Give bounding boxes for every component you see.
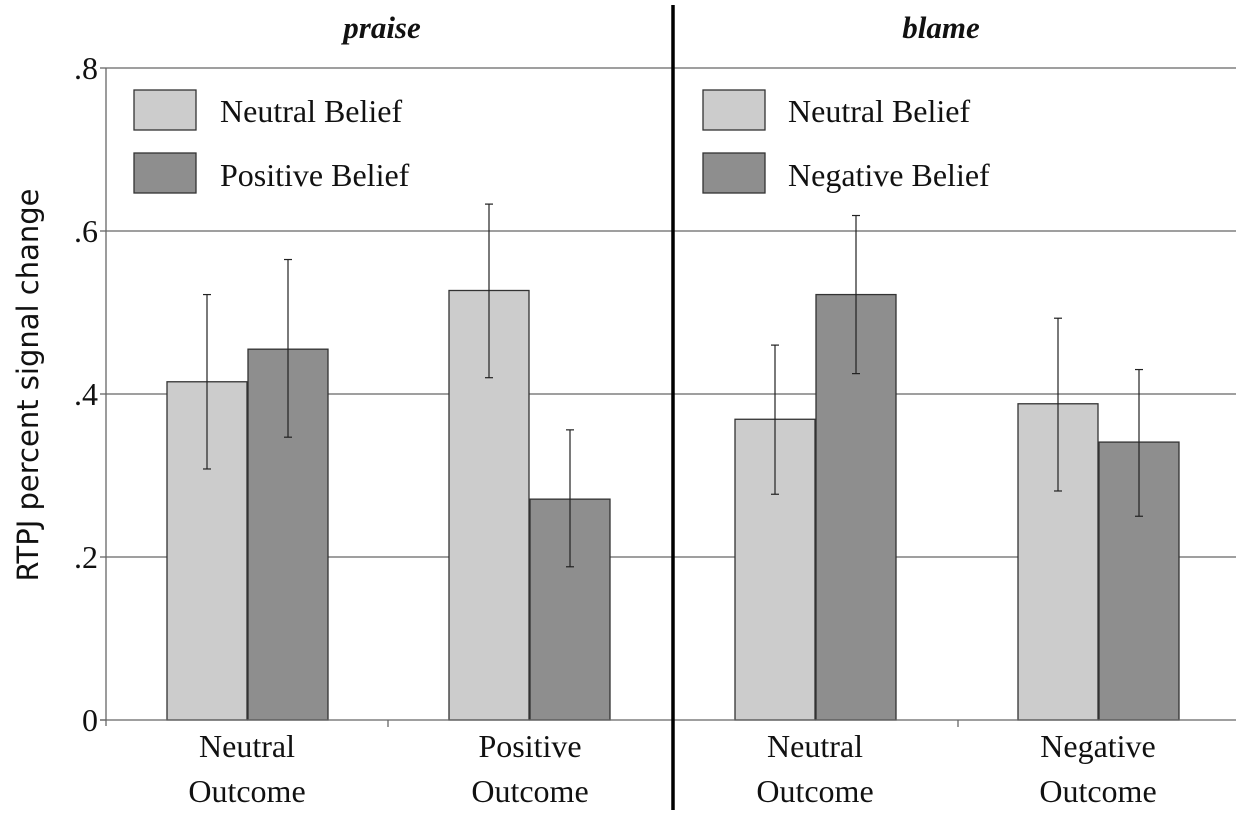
- legend-swatch: [133, 152, 197, 194]
- x-category-label: Outcome: [188, 773, 305, 809]
- x-category-label: Outcome: [471, 773, 588, 809]
- legend-label: Neutral Belief: [788, 93, 970, 129]
- legend-swatch: [133, 89, 197, 131]
- error-bars: [203, 203, 1143, 568]
- x-category-label: Outcome: [1039, 773, 1156, 809]
- legend-swatch: [702, 152, 766, 194]
- chart-text: 0 .2 .4 .6 .8 RTPJ percent signal change prais…: [11, 10, 1157, 809]
- axes: [100, 5, 1236, 810]
- legend-label: Neutral Belief: [220, 93, 402, 129]
- legend-label: Negative Belief: [788, 157, 990, 193]
- legend-label: Positive Belief: [220, 157, 410, 193]
- x-category-label: Neutral: [199, 728, 295, 764]
- panel-title: blame: [902, 10, 980, 45]
- y-tick-label: .6: [74, 213, 98, 249]
- x-category-label: Positive: [478, 728, 581, 764]
- legend-swatch: [702, 89, 766, 131]
- y-tick-label: 0: [82, 702, 98, 738]
- y-axis-label: RTPJ percent signal change: [11, 188, 45, 581]
- y-tick-label: .2: [74, 539, 98, 575]
- y-tick-label: .4: [74, 376, 98, 412]
- x-category-label: Negative: [1040, 728, 1156, 764]
- x-category-label: Outcome: [756, 773, 873, 809]
- legends: Neutral Belief Positive Belief Neutral Bel…: [133, 89, 990, 194]
- panel-title: praise: [340, 10, 421, 45]
- y-tick-label: .8: [74, 50, 98, 86]
- x-category-label: Neutral: [767, 728, 863, 764]
